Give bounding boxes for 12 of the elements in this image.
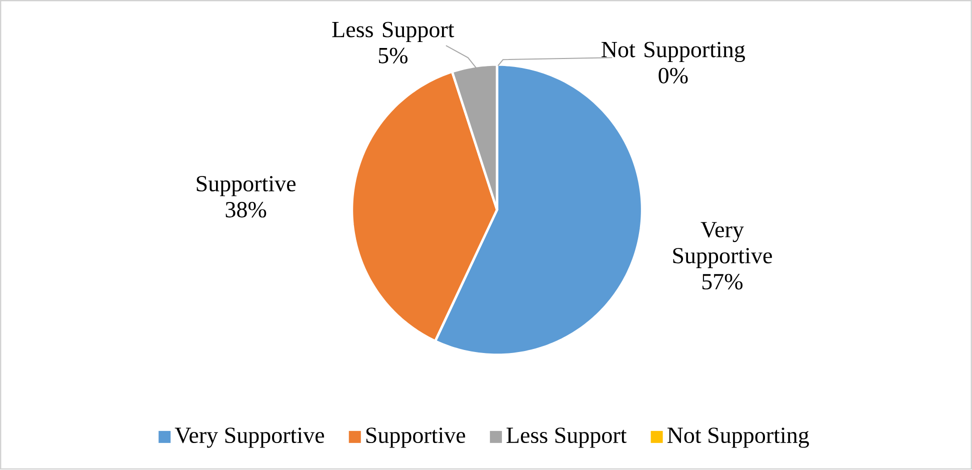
data-label: 5%	[378, 48, 408, 64]
data-label: 38%	[226, 202, 266, 218]
text: 0%	[658, 68, 688, 84]
legend-label: Very Supportive	[174, 428, 324, 448]
legend-label: Less Support	[506, 428, 627, 448]
category-label: Not Supporting	[602, 42, 745, 62]
legend-label: Supportive	[366, 428, 466, 448]
legend-label: Not Supporting	[667, 428, 809, 448]
slice-label: Very Supportive	[673, 222, 772, 268]
data-label: 57%	[702, 274, 743, 290]
slice-label: Less Support	[332, 22, 454, 42]
slice-label: Supportive	[196, 176, 296, 196]
